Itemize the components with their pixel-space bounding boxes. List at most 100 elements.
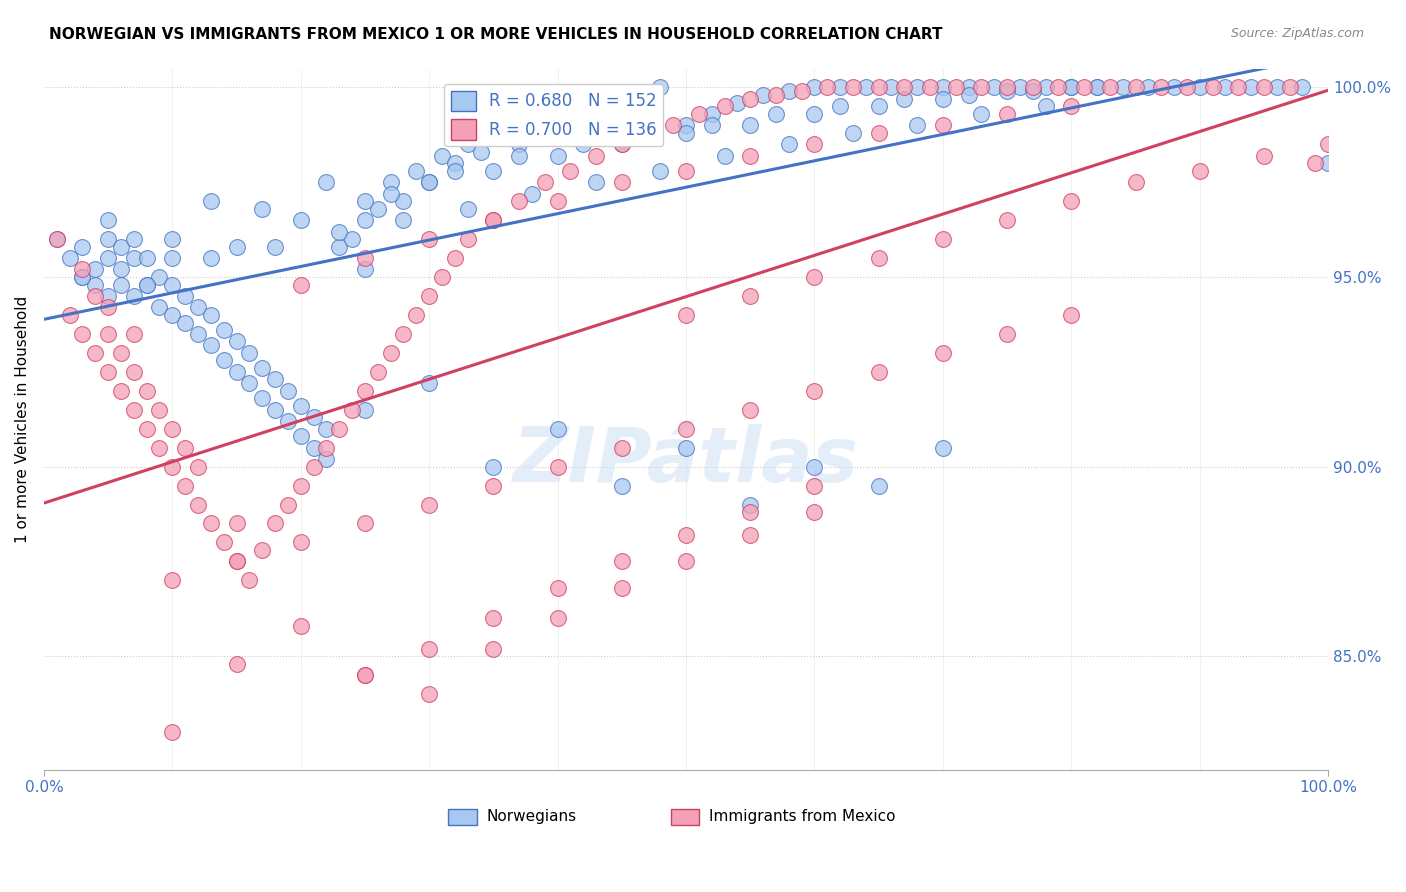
Point <box>187 498 209 512</box>
Point <box>200 194 222 209</box>
Point <box>572 137 595 152</box>
Point <box>740 92 762 106</box>
Point <box>58 308 80 322</box>
Point <box>444 156 467 170</box>
Point <box>803 137 825 152</box>
Point <box>250 361 273 376</box>
Point <box>1008 80 1031 95</box>
Point <box>444 251 467 265</box>
Point <box>995 84 1018 98</box>
Point <box>830 80 852 95</box>
Point <box>610 441 633 455</box>
Text: Source: ZipAtlas.com: Source: ZipAtlas.com <box>1230 27 1364 40</box>
Point <box>855 80 877 95</box>
Point <box>803 505 825 519</box>
Point <box>122 289 145 303</box>
Point <box>752 88 775 103</box>
Point <box>815 80 838 95</box>
Point <box>1085 80 1108 95</box>
Point <box>740 505 762 519</box>
Point <box>482 164 505 178</box>
Point <box>1291 80 1313 95</box>
Point <box>610 581 633 595</box>
Point <box>970 80 993 95</box>
Point <box>1317 137 1340 152</box>
Point <box>547 119 569 133</box>
Point <box>675 308 697 322</box>
Point <box>868 80 890 95</box>
Point <box>482 641 505 656</box>
Point <box>700 107 723 121</box>
Point <box>830 99 852 113</box>
Point <box>380 175 402 189</box>
Point <box>650 80 672 95</box>
Point <box>225 240 247 254</box>
Point <box>1125 80 1147 95</box>
Point <box>200 338 222 352</box>
Point <box>803 107 825 121</box>
Point <box>264 240 287 254</box>
Point <box>675 554 697 568</box>
Point <box>957 80 980 95</box>
Point <box>174 316 197 330</box>
Point <box>238 376 260 391</box>
Point <box>1253 149 1275 163</box>
Point <box>905 119 928 133</box>
Legend: R = 0.680   N = 152, R = 0.700   N = 136: R = 0.680 N = 152, R = 0.700 N = 136 <box>444 84 664 146</box>
Point <box>533 175 555 189</box>
Point <box>482 213 505 227</box>
Point <box>1188 164 1211 178</box>
Point <box>135 277 157 292</box>
Text: NORWEGIAN VS IMMIGRANTS FROM MEXICO 1 OR MORE VEHICLES IN HOUSEHOLD CORRELATION : NORWEGIAN VS IMMIGRANTS FROM MEXICO 1 OR… <box>49 27 942 42</box>
Point <box>905 80 928 95</box>
Point <box>610 554 633 568</box>
Point <box>225 334 247 349</box>
Point <box>508 194 530 209</box>
Point <box>547 581 569 595</box>
Point <box>277 498 299 512</box>
Point <box>1303 156 1326 170</box>
Point <box>97 232 120 246</box>
Point <box>225 554 247 568</box>
Point <box>482 611 505 625</box>
Point <box>212 353 235 368</box>
Point <box>995 213 1018 227</box>
Point <box>1111 80 1133 95</box>
Text: Norwegians: Norwegians <box>486 809 576 823</box>
Point <box>187 459 209 474</box>
Point <box>148 301 170 315</box>
Point <box>174 289 197 303</box>
Point <box>1022 80 1045 95</box>
Point <box>803 478 825 492</box>
Point <box>328 240 350 254</box>
Point <box>367 365 389 379</box>
Y-axis label: 1 or more Vehicles in Household: 1 or more Vehicles in Household <box>15 295 30 543</box>
Point <box>585 149 607 163</box>
Point <box>675 164 697 178</box>
Point <box>354 262 377 277</box>
Point <box>84 262 107 277</box>
Point <box>482 459 505 474</box>
Point <box>470 145 492 159</box>
Point <box>290 429 312 443</box>
Point <box>162 422 184 436</box>
Point <box>547 422 569 436</box>
Point <box>1125 175 1147 189</box>
Point <box>354 194 377 209</box>
Point <box>918 80 941 95</box>
Point <box>675 528 697 542</box>
Point <box>135 422 157 436</box>
Point <box>122 402 145 417</box>
Point <box>200 308 222 322</box>
Point <box>1035 99 1057 113</box>
Point <box>315 175 337 189</box>
Point <box>1240 80 1263 95</box>
Point <box>97 213 120 227</box>
Point <box>547 611 569 625</box>
Point <box>1175 80 1198 95</box>
Point <box>162 277 184 292</box>
Point <box>122 365 145 379</box>
Point <box>84 346 107 360</box>
Point <box>740 402 762 417</box>
Point <box>405 308 427 322</box>
